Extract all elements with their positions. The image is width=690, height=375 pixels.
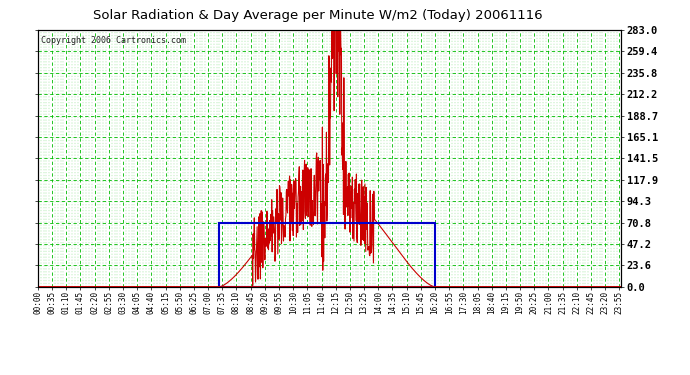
Text: Copyright 2006 Cartronics.com: Copyright 2006 Cartronics.com [41,36,186,45]
Text: Solar Radiation & Day Average per Minute W/m2 (Today) 20061116: Solar Radiation & Day Average per Minute… [92,9,542,22]
Bar [219,223,435,287]
